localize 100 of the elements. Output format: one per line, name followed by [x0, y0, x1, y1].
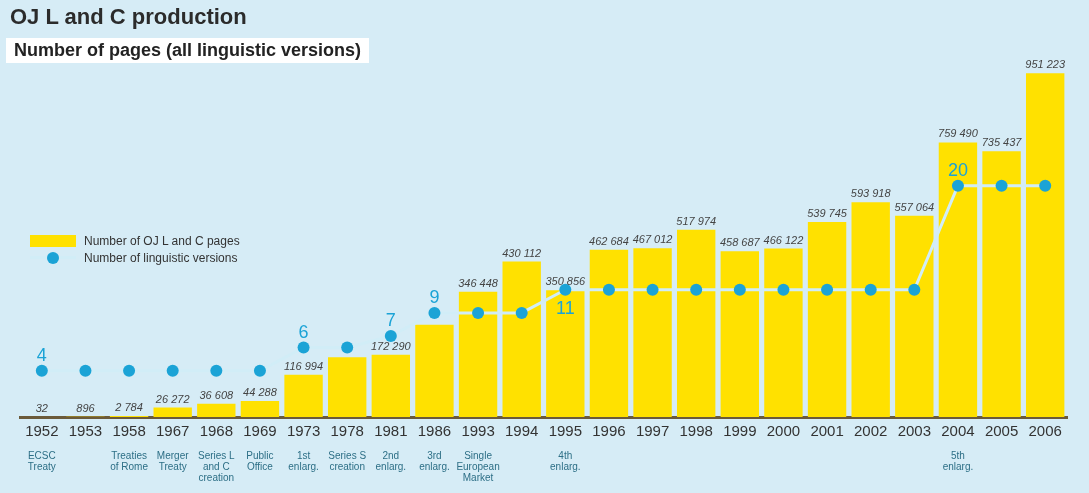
- x-tick-label: 2006: [1028, 422, 1062, 440]
- point: [472, 306, 485, 319]
- category-label: 1952 ECSC Treaty: [25, 422, 59, 472]
- point: [690, 283, 703, 296]
- bar: [327, 357, 367, 417]
- category-label: 2004 5th enlarg.: [941, 422, 975, 472]
- bar: [415, 324, 454, 417]
- point: [210, 364, 223, 377]
- bar: [458, 291, 498, 417]
- point: [602, 283, 615, 296]
- bar: [502, 261, 541, 417]
- data-label: 36 608: [199, 388, 235, 401]
- category-label: 1986 3rd enlarg.: [417, 422, 452, 472]
- point: [908, 283, 921, 296]
- data-label: 466 122: [763, 233, 804, 246]
- point: [35, 364, 48, 377]
- bar: [589, 249, 629, 417]
- bar: [546, 290, 585, 417]
- data-label: 44 288: [243, 385, 278, 398]
- data-label: 26 272: [154, 392, 190, 405]
- bar: [982, 151, 1021, 417]
- point: [341, 341, 354, 354]
- data-label: 11: [555, 297, 575, 318]
- x-tick-label: 1997: [635, 422, 670, 440]
- category-label: 1968 Series L and C creation: [197, 422, 235, 483]
- point: [428, 306, 441, 319]
- data-label: 172 290: [370, 339, 412, 352]
- data-label: 462 684: [589, 234, 629, 247]
- category-label: 1981 2nd enlarg.: [374, 422, 408, 472]
- x-tick-label: 2002: [854, 422, 888, 440]
- x-tick-label: 1996: [592, 422, 626, 440]
- data-label: 517 974: [676, 214, 717, 227]
- data-label: 2 784: [114, 400, 143, 413]
- bar: [371, 354, 411, 417]
- data-label: 951 223: [1025, 58, 1066, 71]
- bar: [676, 229, 716, 417]
- point: [1039, 179, 1052, 192]
- point: [995, 179, 1008, 192]
- bar: [720, 251, 760, 417]
- point: [297, 341, 310, 354]
- point: [864, 283, 877, 296]
- x-tick-label: 1953: [68, 422, 103, 440]
- data-label: 7: [385, 310, 396, 331]
- chart-subtitle: Number of pages (all linguistic versions): [6, 38, 370, 63]
- bar: [764, 248, 803, 417]
- x-tick-label: 1994: [505, 422, 539, 440]
- category-label: 1973 1st enlarg.: [286, 422, 321, 472]
- x-tick-label: 1998: [679, 422, 713, 440]
- data-label: 539 745: [807, 206, 848, 219]
- data-label: 350 856: [545, 275, 587, 288]
- data-label: 32: [35, 401, 48, 414]
- data-label: 4: [36, 344, 47, 365]
- legend-label: Number of linguistic versions: [83, 249, 239, 266]
- data-label: 6: [298, 321, 309, 342]
- data-label: 467 012: [632, 233, 673, 246]
- bar: [284, 374, 323, 417]
- category-label: 1958 Treaties of Rome: [110, 422, 148, 472]
- point: [79, 364, 92, 377]
- x-tick-label: 2003: [897, 422, 931, 440]
- data-label: 20: [947, 159, 968, 180]
- x-tick-label: 2005: [984, 422, 1019, 440]
- data-label: 557 064: [894, 200, 935, 213]
- data-label: 896: [76, 401, 96, 414]
- point: [123, 364, 136, 377]
- data-label: 430 112: [502, 246, 542, 259]
- data-label: 458 687: [719, 236, 761, 249]
- x-tick-label: 2000: [766, 422, 801, 440]
- point: [646, 283, 659, 296]
- point: [166, 364, 179, 377]
- category-label: 1993 Single European Market: [456, 422, 500, 483]
- data-label: 593 918: [850, 187, 892, 200]
- bar: [633, 248, 672, 417]
- point: [951, 179, 964, 192]
- data-label: 346 448: [458, 276, 499, 289]
- bar: [1025, 73, 1065, 417]
- bar: [153, 407, 192, 417]
- category-label: 1995 4th enlarg.: [548, 422, 582, 472]
- bar: [807, 221, 847, 417]
- bar: [851, 202, 890, 417]
- data-label: 735 437: [981, 136, 1023, 149]
- x-tick-label: 1999: [723, 422, 757, 440]
- point: [384, 330, 397, 343]
- category-label: 1967 Merger Treaty: [156, 422, 190, 472]
- point: [733, 283, 746, 296]
- chart-title: OJ L and C production: [10, 4, 247, 30]
- bar: [197, 403, 236, 417]
- category-label: 1969 Public Office: [243, 422, 277, 472]
- x-tick-label: 2001: [810, 422, 844, 440]
- point: [821, 283, 834, 296]
- data-label: 9: [429, 286, 440, 307]
- point: [515, 306, 528, 319]
- point: [253, 364, 266, 377]
- bar: [240, 400, 280, 417]
- data-label: 116 994: [284, 359, 324, 372]
- point: [777, 283, 790, 296]
- data-label: 759 490: [938, 127, 979, 140]
- legend-label: Number of OJ L and C pages: [83, 232, 240, 249]
- bar: [895, 215, 934, 417]
- bar: [938, 142, 978, 417]
- category-label: 1978 Series S creation: [328, 422, 367, 472]
